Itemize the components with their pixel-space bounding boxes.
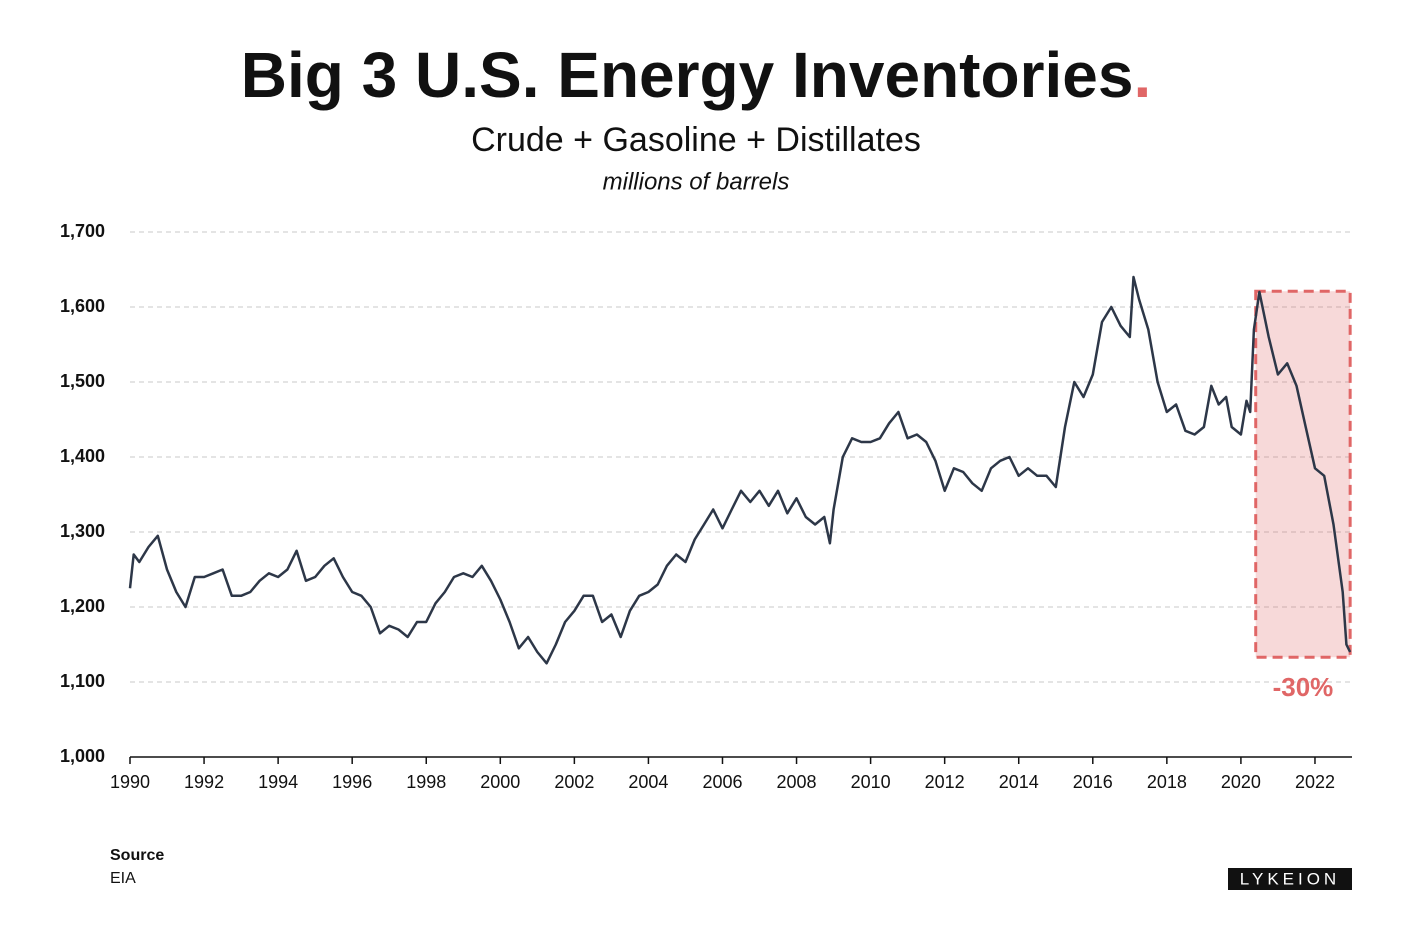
x-tick-label: 2010 <box>851 772 891 792</box>
x-tick-label: 2012 <box>925 772 965 792</box>
source: EIA <box>110 870 136 887</box>
x-tick-label: 2004 <box>628 772 668 792</box>
chart-title: Big 3 U.S. Energy Inventories. <box>241 39 1151 111</box>
x-tick-label: 1998 <box>406 772 446 792</box>
y-tick-label: 1,500 <box>60 371 105 391</box>
x-tick-label: 2020 <box>1221 772 1261 792</box>
x-tick-label: 2016 <box>1073 772 1113 792</box>
subtitle: Crude + Gasoline + Distillates <box>471 121 921 159</box>
logo-box <box>1228 868 1352 890</box>
logo: LYKEION <box>1240 869 1340 888</box>
x-tick-label: 1996 <box>332 772 372 792</box>
y-tick-label: 1,700 <box>60 221 105 241</box>
title-text: Big 3 U.S. Energy Inventories <box>241 39 1134 111</box>
y-axis-label: millions of barrels <box>603 168 790 195</box>
x-tick-label: 2022 <box>1295 772 1335 792</box>
x-tick-label: 2006 <box>702 772 742 792</box>
y-tick-label: 1,600 <box>60 296 105 316</box>
x-tick-label: 2000 <box>480 772 520 792</box>
y-tick-label: 1,100 <box>60 671 105 691</box>
x-tick-label: 2008 <box>777 772 817 792</box>
x-tick-label: 2002 <box>554 772 594 792</box>
annotation: -30% <box>1273 672 1334 702</box>
y-tick-label: 1,000 <box>60 746 105 766</box>
y-tick-label: 1,300 <box>60 521 105 541</box>
source-label: Source <box>110 847 164 864</box>
x-tick-label: 2018 <box>1147 772 1187 792</box>
x-tick-label: 1992 <box>184 772 224 792</box>
highlight-box <box>1254 289 1352 659</box>
title-mark: . <box>1133 39 1151 111</box>
x-tick-label: 1994 <box>258 772 298 792</box>
x-tick-label: 2014 <box>999 772 1039 792</box>
x-tick-label: 1990 <box>110 772 150 792</box>
y-tick-label: 1,200 <box>60 596 105 616</box>
line <box>128 275 1352 665</box>
y-tick-label: 1,400 <box>60 446 105 466</box>
